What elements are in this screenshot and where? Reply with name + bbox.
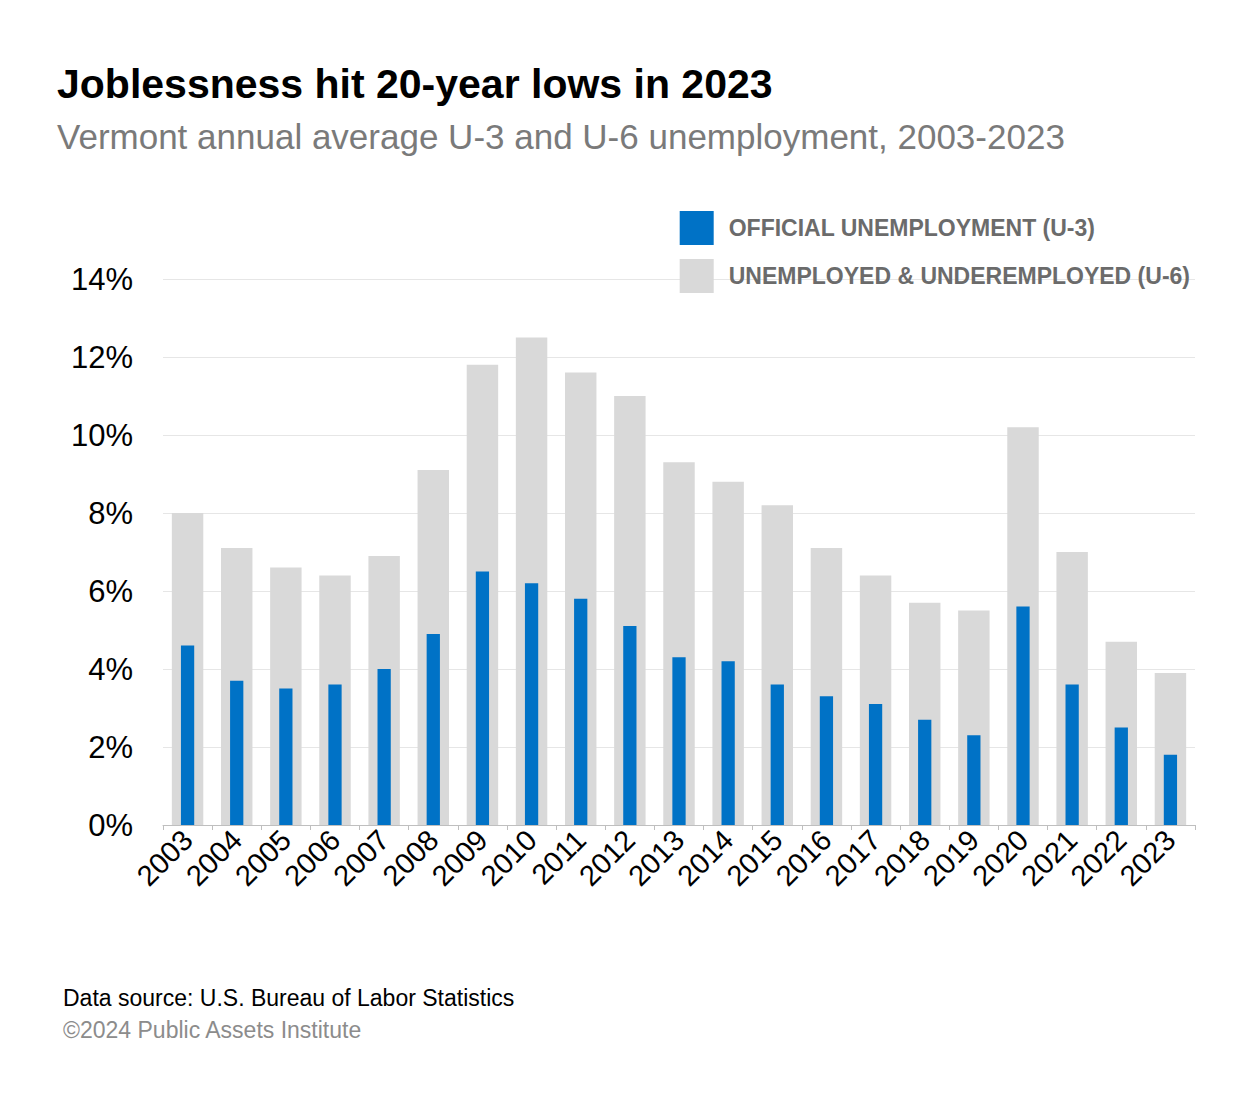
svg-text:2007: 2007: [327, 824, 395, 892]
svg-text:2017: 2017: [819, 824, 887, 892]
svg-text:2006: 2006: [278, 824, 346, 892]
svg-text:2013: 2013: [622, 824, 690, 892]
svg-text:2021: 2021: [1015, 824, 1083, 892]
svg-text:2010: 2010: [475, 824, 543, 892]
svg-text:2008: 2008: [376, 824, 444, 892]
svg-text:2012: 2012: [573, 824, 641, 892]
svg-text:2022: 2022: [1064, 824, 1132, 892]
svg-text:2005: 2005: [229, 824, 297, 892]
svg-text:2003: 2003: [131, 824, 199, 892]
svg-text:2%: 2%: [88, 730, 133, 765]
svg-text:2004: 2004: [180, 824, 248, 892]
svg-text:12%: 12%: [71, 340, 133, 375]
svg-text:8%: 8%: [88, 496, 133, 531]
svg-text:©2024 Public Assets Institute: ©2024 Public Assets Institute: [63, 1017, 361, 1043]
svg-text:2009: 2009: [426, 824, 494, 892]
svg-text:2019: 2019: [917, 824, 985, 892]
svg-text:2016: 2016: [770, 824, 838, 892]
svg-text:Data source: U.S. Bureau of La: Data source: U.S. Bureau of Labor Statis…: [63, 985, 514, 1011]
svg-text:Joblessness hit 20-year lows i: Joblessness hit 20-year lows in 2023: [57, 61, 773, 107]
svg-text:2011: 2011: [525, 824, 592, 891]
svg-text:2023: 2023: [1114, 824, 1182, 892]
svg-text:0%: 0%: [88, 808, 133, 843]
svg-text:UNEMPLOYED & UNDEREMPLOYED (U-: UNEMPLOYED & UNDEREMPLOYED (U-6): [729, 263, 1190, 289]
svg-text:2020: 2020: [966, 824, 1034, 892]
svg-text:6%: 6%: [88, 574, 133, 609]
svg-text:10%: 10%: [71, 418, 133, 453]
svg-text:2018: 2018: [868, 824, 936, 892]
svg-text:4%: 4%: [88, 652, 133, 687]
svg-text:Vermont annual average U-3 and: Vermont annual average U-3 and U-6 unemp…: [57, 117, 1065, 156]
svg-text:2014: 2014: [671, 824, 739, 892]
svg-text:OFFICIAL UNEMPLOYMENT (U-3): OFFICIAL UNEMPLOYMENT (U-3): [729, 215, 1095, 241]
svg-text:2015: 2015: [720, 824, 788, 892]
svg-text:14%: 14%: [71, 262, 133, 297]
